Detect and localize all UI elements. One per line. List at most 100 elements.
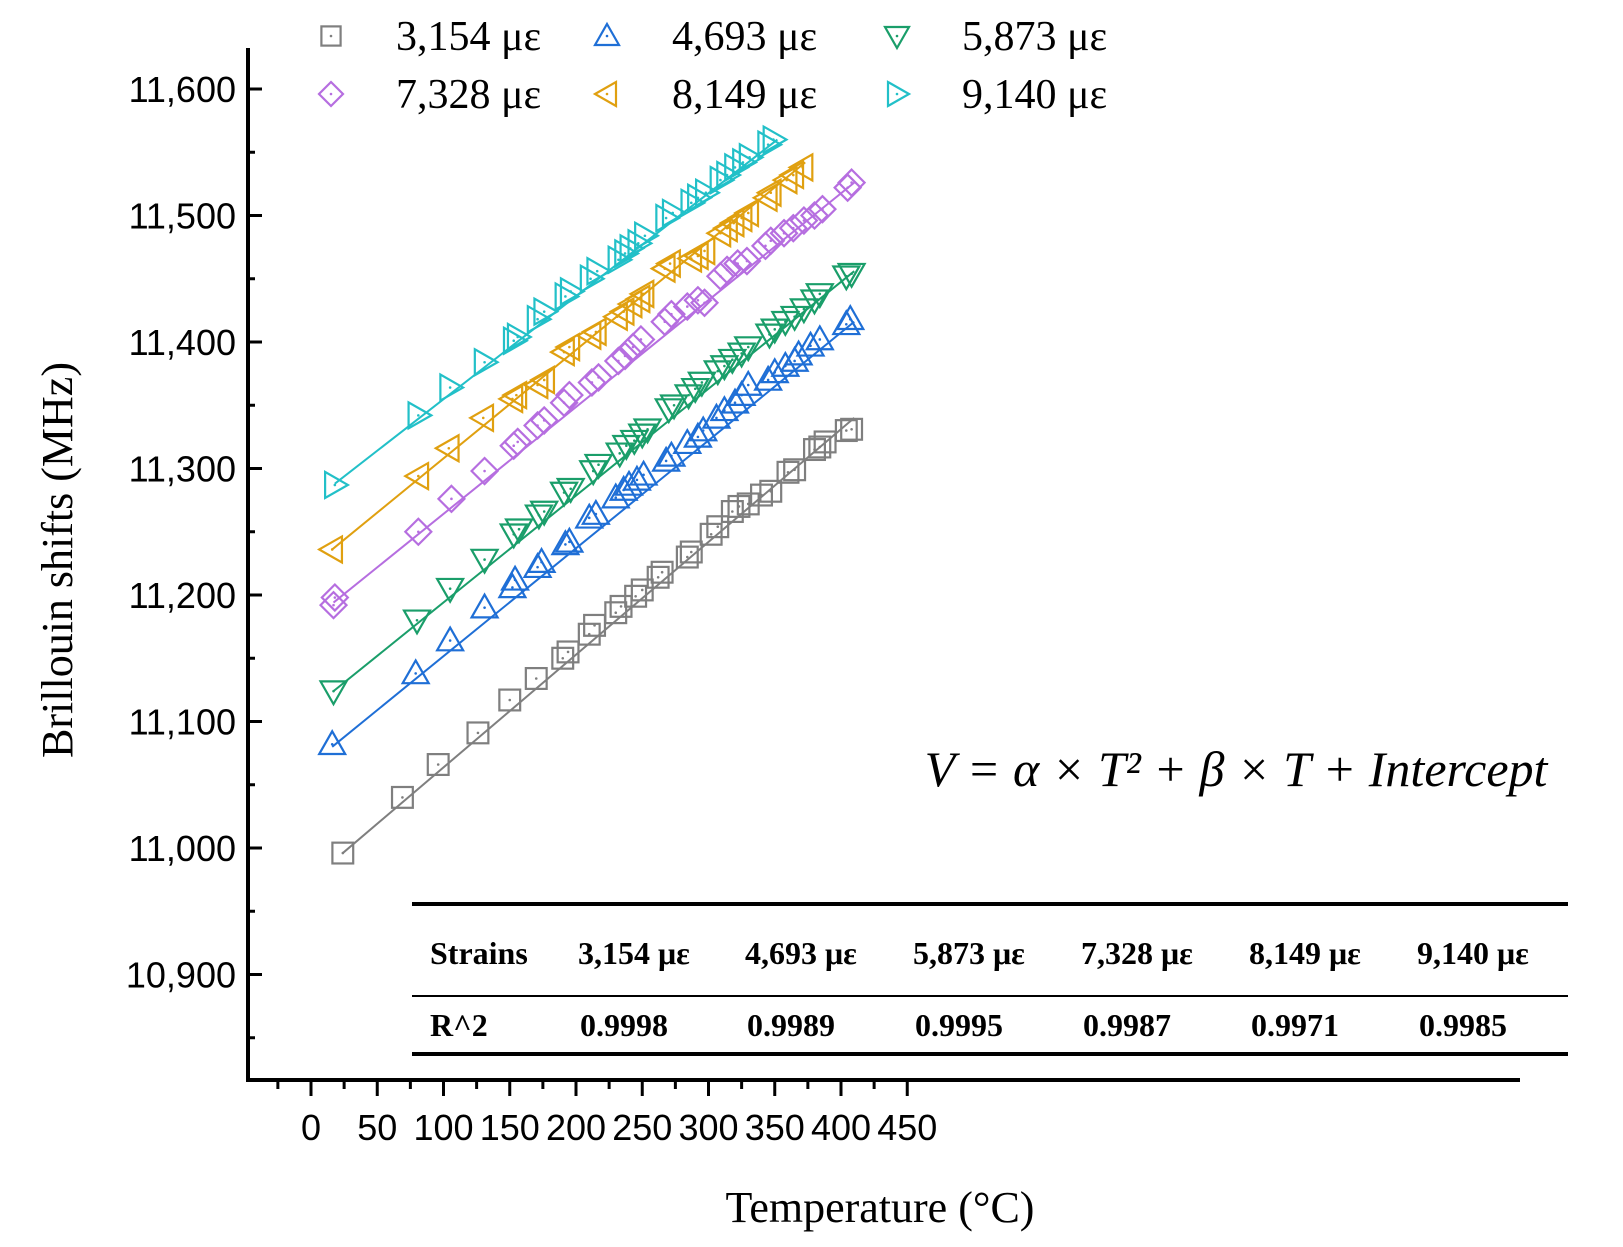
data-point-dot <box>793 468 796 472</box>
data-point <box>522 370 549 400</box>
data-point <box>650 560 674 584</box>
data-point <box>506 322 533 352</box>
data-point-dot <box>511 586 514 589</box>
data-point-dot <box>515 393 518 397</box>
y-tick-label: 11,100 <box>129 702 236 743</box>
legend-label: 3,154 με <box>396 14 541 60</box>
data-point <box>324 470 351 500</box>
data-point-dot <box>850 181 853 184</box>
data-point <box>733 198 760 228</box>
data-point <box>524 666 548 690</box>
data-point-dot <box>701 429 705 432</box>
y-tick-label: 11,500 <box>129 196 236 237</box>
series-markers <box>318 168 867 620</box>
data-point <box>578 460 609 487</box>
data-point-dot <box>640 588 644 592</box>
x-tick-label: 200 <box>546 1107 606 1148</box>
data-point <box>840 417 864 441</box>
data-point <box>549 481 579 508</box>
data-point-dot <box>643 234 647 238</box>
data-point-dot <box>614 496 618 499</box>
data-point <box>654 248 681 279</box>
legend-label: 4,693 με <box>672 14 817 60</box>
data-point <box>757 129 784 160</box>
legend-marker-dot <box>329 34 333 38</box>
data-point-dot <box>534 677 538 680</box>
data-point <box>709 165 736 195</box>
data-point <box>548 337 575 368</box>
data-point-dot <box>619 605 623 608</box>
data-point-dot <box>623 354 627 358</box>
data-point-dot <box>483 360 486 364</box>
data-point <box>526 546 557 573</box>
data-point-dot <box>618 452 622 455</box>
y-tick-label: 11,600 <box>129 69 236 110</box>
data-point <box>577 622 601 646</box>
data-point <box>701 402 732 429</box>
data-point-dot <box>741 161 745 164</box>
table-cell: 0.9989 <box>747 1007 835 1043</box>
data-point-dot <box>731 510 734 513</box>
data-point-dot <box>536 317 539 321</box>
data-point <box>426 753 450 777</box>
data-point <box>436 484 467 514</box>
fit-line <box>331 320 855 748</box>
data-point-dot <box>715 416 718 420</box>
data-point <box>762 124 789 155</box>
data-point <box>759 479 783 503</box>
data-point <box>732 246 762 276</box>
data-point-dot <box>818 292 822 296</box>
legend-label: 5,873 με <box>962 14 1107 60</box>
data-point <box>502 325 529 356</box>
data-point <box>651 445 681 472</box>
data-point-dot <box>513 578 517 582</box>
series-markers <box>324 124 789 500</box>
data-point <box>601 301 628 332</box>
data-point <box>680 187 707 218</box>
data-point <box>586 256 613 287</box>
data-point <box>619 429 650 456</box>
data-point <box>498 523 529 550</box>
data-point <box>749 483 773 507</box>
data-point <box>526 304 553 335</box>
data-point <box>656 440 687 467</box>
table-cell: 0.9995 <box>915 1007 1003 1043</box>
data-point-dot <box>746 383 750 387</box>
data-point-dot <box>508 698 512 702</box>
data-point <box>603 346 633 376</box>
data-point-dot <box>642 473 645 477</box>
data-point-dot <box>568 345 571 349</box>
data-point-dot <box>723 364 726 368</box>
table-header-cell: Strains <box>430 935 528 971</box>
data-point <box>627 228 654 259</box>
y-tick-label: 11,000 <box>129 828 236 869</box>
data-point <box>604 442 635 469</box>
data-point <box>689 288 720 318</box>
data-point-dot <box>845 429 848 432</box>
data-point-dot <box>670 454 673 458</box>
data-point <box>498 688 522 712</box>
data-point-dot <box>668 262 672 265</box>
table-cell: R^2 <box>430 1007 488 1043</box>
data-point <box>579 263 606 294</box>
data-point-dot <box>593 624 596 627</box>
fit-lines <box>331 138 855 854</box>
data-point-dot <box>333 596 337 599</box>
data-point-dot <box>448 639 452 642</box>
legend-label: 7,328 με <box>396 72 541 118</box>
data-point-dot <box>447 446 451 450</box>
data-point <box>554 380 584 410</box>
data-point-dot <box>689 201 693 205</box>
data-point-dot <box>542 310 546 313</box>
data-point <box>649 253 676 284</box>
data-point <box>673 384 704 411</box>
data-point <box>699 522 723 546</box>
data-point <box>659 394 689 421</box>
data-point <box>689 236 716 266</box>
data-point-dot <box>417 474 420 478</box>
data-point <box>403 461 430 491</box>
data-point-dot <box>748 156 751 159</box>
data-point <box>618 332 648 362</box>
data-point-dot <box>686 305 689 308</box>
data-point <box>528 365 556 395</box>
